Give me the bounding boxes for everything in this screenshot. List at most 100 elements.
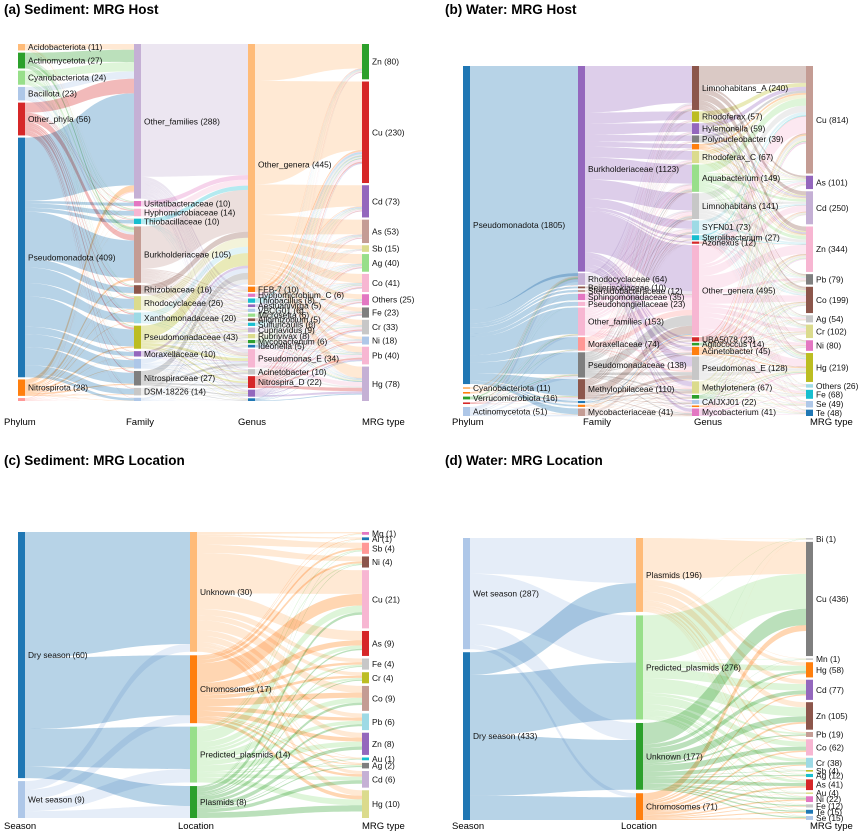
node-hg[interactable] — [362, 790, 369, 818]
node-predicted-plasmids[interactable] — [190, 726, 197, 783]
node-polynucleobacter[interactable] — [692, 135, 699, 143]
node-au[interactable] — [362, 757, 369, 761]
node-pb[interactable] — [806, 274, 813, 285]
node-zn[interactable] — [806, 226, 813, 272]
node-hylemonella[interactable] — [692, 123, 699, 135]
node-ag[interactable] — [362, 254, 369, 272]
node-ideonella[interactable] — [248, 344, 255, 348]
node-unlabeled[interactable] — [578, 400, 585, 404]
node-cupriavidus[interactable] — [248, 327, 255, 333]
node-co[interactable] — [806, 286, 813, 314]
node-moraxellaceae[interactable] — [578, 337, 585, 351]
node-unlabeled[interactable] — [18, 398, 25, 401]
node-actinomycetota[interactable] — [18, 52, 25, 69]
node-rhodoferax-c[interactable] — [692, 150, 699, 164]
node-dry-season[interactable] — [18, 532, 25, 779]
node-cyanobacteriota[interactable] — [18, 70, 25, 85]
node-other-genera[interactable] — [248, 44, 255, 285]
node-co[interactable] — [806, 739, 813, 756]
node-unlabeled[interactable] — [134, 358, 141, 369]
node-bi[interactable] — [806, 538, 813, 540]
node-cu[interactable] — [362, 570, 369, 629]
node-cu[interactable] — [806, 66, 813, 174]
node-pseudomonadaceae[interactable] — [578, 352, 585, 378]
node-thiobacillaceae[interactable] — [134, 218, 141, 225]
node-cyanobacteriota[interactable] — [463, 387, 470, 389]
node-fe[interactable] — [362, 307, 369, 318]
node-zn[interactable] — [362, 44, 369, 80]
node-unlabeled[interactable] — [692, 405, 699, 408]
node-dry-season[interactable] — [463, 652, 470, 820]
node-as[interactable] — [362, 219, 369, 244]
node-plasmids[interactable] — [636, 538, 643, 612]
node-others[interactable] — [362, 294, 369, 306]
node-te[interactable] — [806, 809, 813, 814]
node-ag[interactable] — [806, 773, 813, 778]
node-co[interactable] — [362, 685, 369, 711]
node-unlabeled[interactable] — [463, 402, 470, 405]
node-steroidobacteraceae[interactable] — [578, 289, 585, 293]
node-pseudomonas-e[interactable] — [692, 356, 699, 380]
node-methylotenera[interactable] — [692, 381, 699, 394]
node-rubrivivax[interactable] — [248, 334, 255, 339]
node-cd[interactable] — [806, 679, 813, 700]
node-burkholderiaceae[interactable] — [134, 226, 141, 283]
node-beijerinckiaceae[interactable] — [578, 286, 585, 289]
node-pseudomonadota[interactable] — [18, 137, 25, 378]
node-cd[interactable] — [806, 191, 813, 225]
node-burkholderiaceae[interactable] — [578, 66, 585, 272]
node-co[interactable] — [362, 273, 369, 293]
node-pb[interactable] — [362, 346, 369, 365]
node-fe[interactable] — [806, 389, 813, 399]
node-mg[interactable] — [362, 532, 369, 535]
node-xanthomonadaceae[interactable] — [134, 312, 141, 324]
node-moraxellaceae[interactable] — [134, 351, 141, 357]
node-acidobacteriota[interactable] — [18, 44, 25, 51]
node-cr[interactable] — [362, 672, 369, 684]
node-agitococcus[interactable] — [692, 342, 699, 346]
node-allorhizobium[interactable] — [248, 318, 255, 322]
node-cu[interactable] — [362, 81, 369, 184]
node-microseira[interactable] — [248, 313, 255, 317]
node-aquabacterium[interactable] — [692, 164, 699, 192]
node-as[interactable] — [806, 779, 813, 791]
node-pseudomonas-e[interactable] — [248, 349, 255, 368]
node-nitrospiraceae[interactable] — [134, 370, 141, 386]
node-syfn01[interactable] — [692, 220, 699, 234]
node-sb[interactable] — [362, 245, 369, 252]
node-cr[interactable] — [806, 757, 813, 768]
node-other-phyla[interactable] — [18, 102, 25, 136]
node-other-families[interactable] — [578, 307, 585, 336]
node-as[interactable] — [806, 175, 813, 190]
node-predicted-plasmids[interactable] — [636, 615, 643, 720]
node-nitrospira-d[interactable] — [248, 376, 255, 389]
node-hyphomicrobiaceae[interactable] — [134, 208, 141, 217]
node-mn[interactable] — [806, 658, 813, 660]
node-unknown[interactable] — [190, 532, 197, 652]
node-dsm-18226[interactable] — [134, 387, 141, 396]
node-wet-season[interactable] — [463, 538, 470, 650]
node-mycobacteriaceae[interactable] — [578, 408, 585, 416]
node-aestuariivirga[interactable] — [248, 304, 255, 308]
node-rhodocyclaceae[interactable] — [578, 273, 585, 285]
node-cr[interactable] — [362, 319, 369, 335]
node-chromosomes[interactable] — [636, 793, 643, 820]
node-hg[interactable] — [806, 662, 813, 678]
node-fe[interactable] — [362, 658, 369, 670]
node-actinomycetota[interactable] — [463, 407, 470, 416]
node-unlabeled[interactable] — [578, 404, 585, 407]
node-sb[interactable] — [362, 542, 369, 554]
node-caijxj01[interactable] — [692, 400, 699, 405]
node-hyphomicrobium-c[interactable] — [248, 293, 255, 297]
node-ni[interactable] — [362, 556, 369, 568]
node-unlabeled[interactable] — [134, 397, 141, 401]
node-unlabeled[interactable] — [248, 398, 255, 401]
node-hg[interactable] — [362, 366, 369, 401]
node-cd[interactable] — [362, 185, 369, 218]
node-methylophilaceae[interactable] — [578, 379, 585, 400]
node-sb[interactable] — [806, 770, 813, 772]
node-azonexus[interactable] — [692, 241, 699, 244]
node-bacillota[interactable] — [18, 86, 25, 101]
node-ni[interactable] — [806, 340, 813, 351]
node-hg[interactable] — [806, 353, 813, 382]
